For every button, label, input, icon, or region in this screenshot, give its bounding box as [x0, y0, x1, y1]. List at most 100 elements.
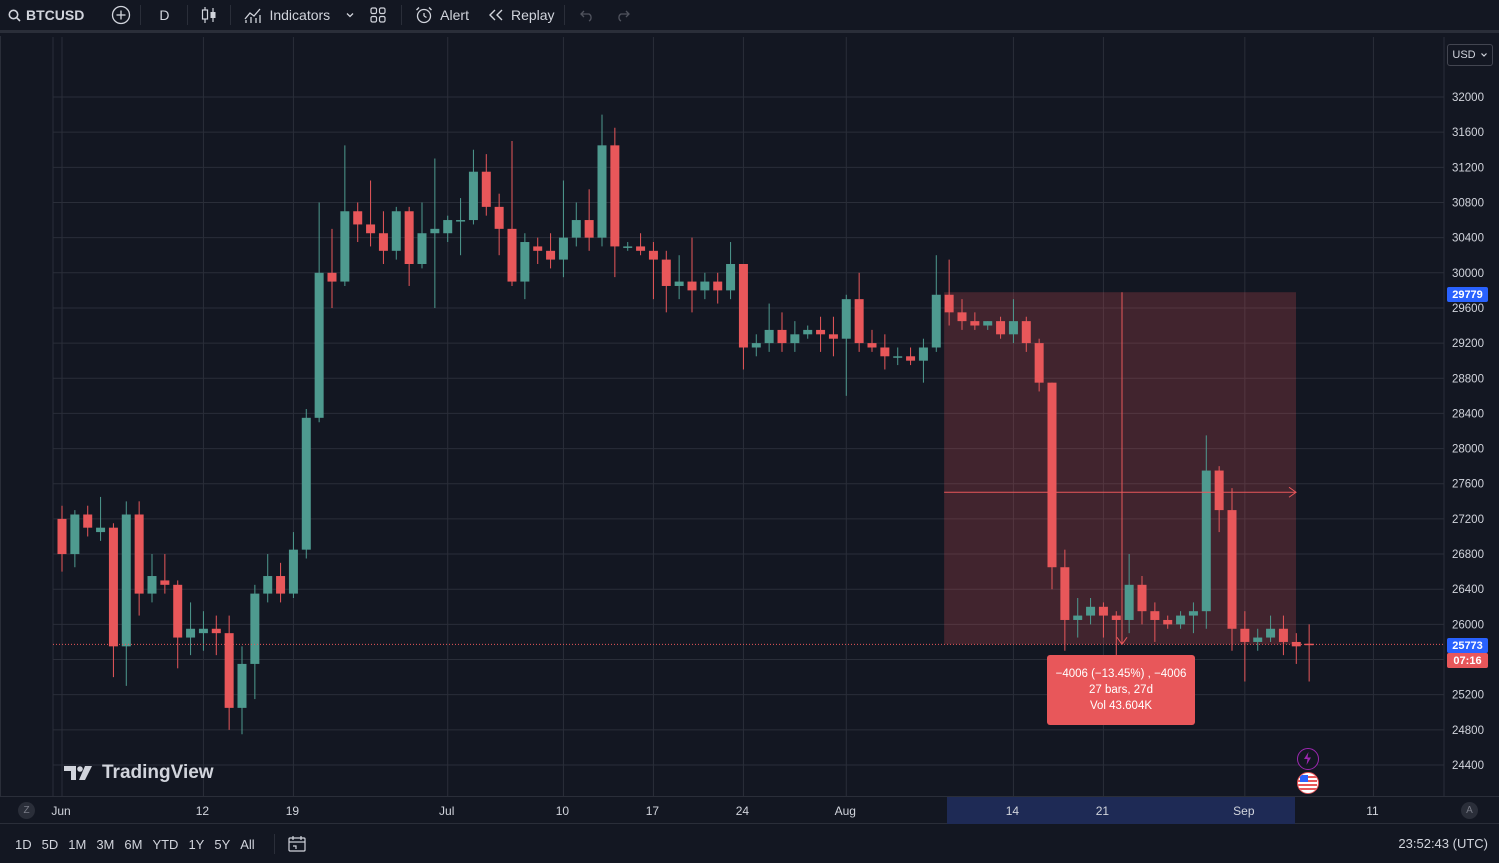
zoom-toggle-button[interactable]: Z	[18, 802, 35, 819]
candle-body	[1304, 643, 1314, 646]
tradingview-logo[interactable]: TradingView	[64, 762, 214, 784]
candle-body	[1163, 619, 1173, 625]
candle-body	[198, 628, 208, 634]
candle-body	[70, 514, 80, 555]
candle-body	[340, 211, 350, 282]
candle-body	[237, 663, 247, 708]
price-tick-label: 28000	[1452, 444, 1484, 456]
undo-icon	[579, 10, 592, 22]
candle-body	[841, 299, 851, 339]
candle-body	[1214, 470, 1224, 511]
goto-date-button[interactable]	[275, 835, 307, 853]
candle-body	[108, 527, 118, 647]
candle-body	[893, 356, 903, 358]
chart-type-button[interactable]	[188, 0, 230, 32]
time-tick-label: 10	[555, 804, 570, 818]
indicators-dropdown-button[interactable]	[339, 0, 361, 32]
indicators-icon	[244, 8, 262, 23]
candle-body	[546, 250, 556, 260]
layouts-button[interactable]	[361, 0, 401, 32]
range-button-1d[interactable]: 1D	[15, 836, 32, 852]
candle-body	[443, 220, 453, 234]
candle-body	[957, 312, 967, 322]
undo-button[interactable]	[565, 0, 609, 32]
compare-button[interactable]	[93, 0, 140, 32]
range-button-5y[interactable]: 5Y	[214, 836, 231, 852]
candle-body	[366, 224, 376, 234]
candlestick-chart[interactable]: 32000 31600 31200 30800 30400 30000 29600 29200…	[1, 36, 1499, 796]
time-tick-label: 24	[735, 804, 750, 818]
candle-body	[1060, 567, 1070, 620]
candle-body	[263, 576, 273, 594]
us-flag-icon[interactable]	[1297, 772, 1319, 794]
utc-clock[interactable]: 23:52:43 (UTC)	[1398, 836, 1488, 851]
tradingview-logo-icon	[64, 766, 92, 780]
candle-body	[1008, 321, 1018, 335]
candle-body	[996, 321, 1006, 335]
candle-body	[1124, 584, 1134, 620]
price-tick-label: 28800	[1452, 373, 1484, 385]
range-button-1m[interactable]: 1M	[68, 836, 87, 852]
candle-body	[391, 211, 401, 251]
time-tick-label: Jul	[439, 804, 455, 818]
chevron-down-icon	[346, 13, 354, 18]
measure-range-box	[944, 292, 1296, 645]
candle-body	[1021, 321, 1031, 344]
candle-body	[1240, 628, 1250, 642]
candle-body	[404, 211, 414, 264]
candle-body	[417, 233, 427, 264]
candle-body	[327, 272, 337, 282]
logo-text: TradingView	[102, 762, 214, 783]
price-tick-label: 24800	[1452, 725, 1484, 737]
last-price-marker: 25773	[1447, 638, 1488, 653]
candle-body	[160, 580, 170, 585]
candle-body	[854, 299, 864, 344]
symbol-search-button[interactable]: BTCUSD	[0, 0, 93, 32]
candle-body	[353, 211, 363, 225]
range-button-all[interactable]: All	[240, 836, 255, 852]
candle-body	[1188, 611, 1198, 616]
indicators-label: Indicators	[269, 7, 331, 23]
candle-body	[1073, 615, 1083, 620]
time-axis[interactable]: Z Jun 12 19 Jul 10 17 24 Aug 14 21 Sep 11 A	[0, 796, 1499, 824]
redo-button[interactable]	[609, 0, 637, 32]
alert-label: Alert	[440, 7, 469, 23]
chart-pane[interactable]: 32000 31600 31200 30800 30400 30000 29600 29200…	[0, 36, 1499, 796]
range-button-3m[interactable]: 3M	[96, 836, 115, 852]
range-button-6m[interactable]: 6M	[124, 836, 143, 852]
alert-button[interactable]: Alert	[402, 0, 478, 32]
replay-button[interactable]: Replay	[478, 0, 564, 32]
separator	[230, 5, 232, 25]
candle-body	[906, 356, 916, 361]
candle-body	[1150, 611, 1160, 620]
currency-selector[interactable]: USD	[1447, 44, 1493, 66]
candle-body	[816, 329, 826, 335]
price-tick-label: 26800	[1452, 549, 1484, 561]
candle-body	[520, 242, 530, 282]
candle-body	[211, 628, 221, 634]
auto-scale-button[interactable]: A	[1461, 802, 1478, 819]
time-tick-label: Sep	[1233, 804, 1255, 818]
candle-body	[1227, 510, 1237, 629]
separator	[273, 834, 275, 854]
candle-body	[803, 329, 813, 335]
bottom-bar: 1D 5D 1M 3M 6M YTD 1Y 5Y All 23:52:43 (UTC)	[0, 825, 1499, 863]
range-button-5d[interactable]: 5D	[41, 836, 59, 852]
separator	[187, 5, 189, 25]
grid-layout-icon	[370, 7, 386, 23]
indicators-button[interactable]: Indicators	[231, 0, 339, 32]
candle-body	[224, 633, 234, 708]
candle-body	[610, 145, 620, 247]
measure-change: −4006 (−13.45%) , −4006	[1055, 668, 1187, 680]
interval-button[interactable]: D	[141, 0, 187, 32]
range-selector: 1D 5D 1M 3M 6M YTD 1Y 5Y All	[0, 837, 260, 852]
price-tick-label: 26000	[1452, 619, 1484, 631]
candle-body	[623, 246, 633, 248]
measure-tooltip: −4006 (−13.45%) , −4006 27 bars, 27d Vol…	[1047, 655, 1195, 725]
candle-body	[828, 334, 838, 339]
range-button-1y[interactable]: 1Y	[188, 836, 205, 852]
separator	[563, 5, 565, 25]
candle-body	[288, 549, 298, 594]
lightning-icon[interactable]	[1297, 748, 1319, 770]
range-button-ytd[interactable]: YTD	[152, 836, 179, 852]
